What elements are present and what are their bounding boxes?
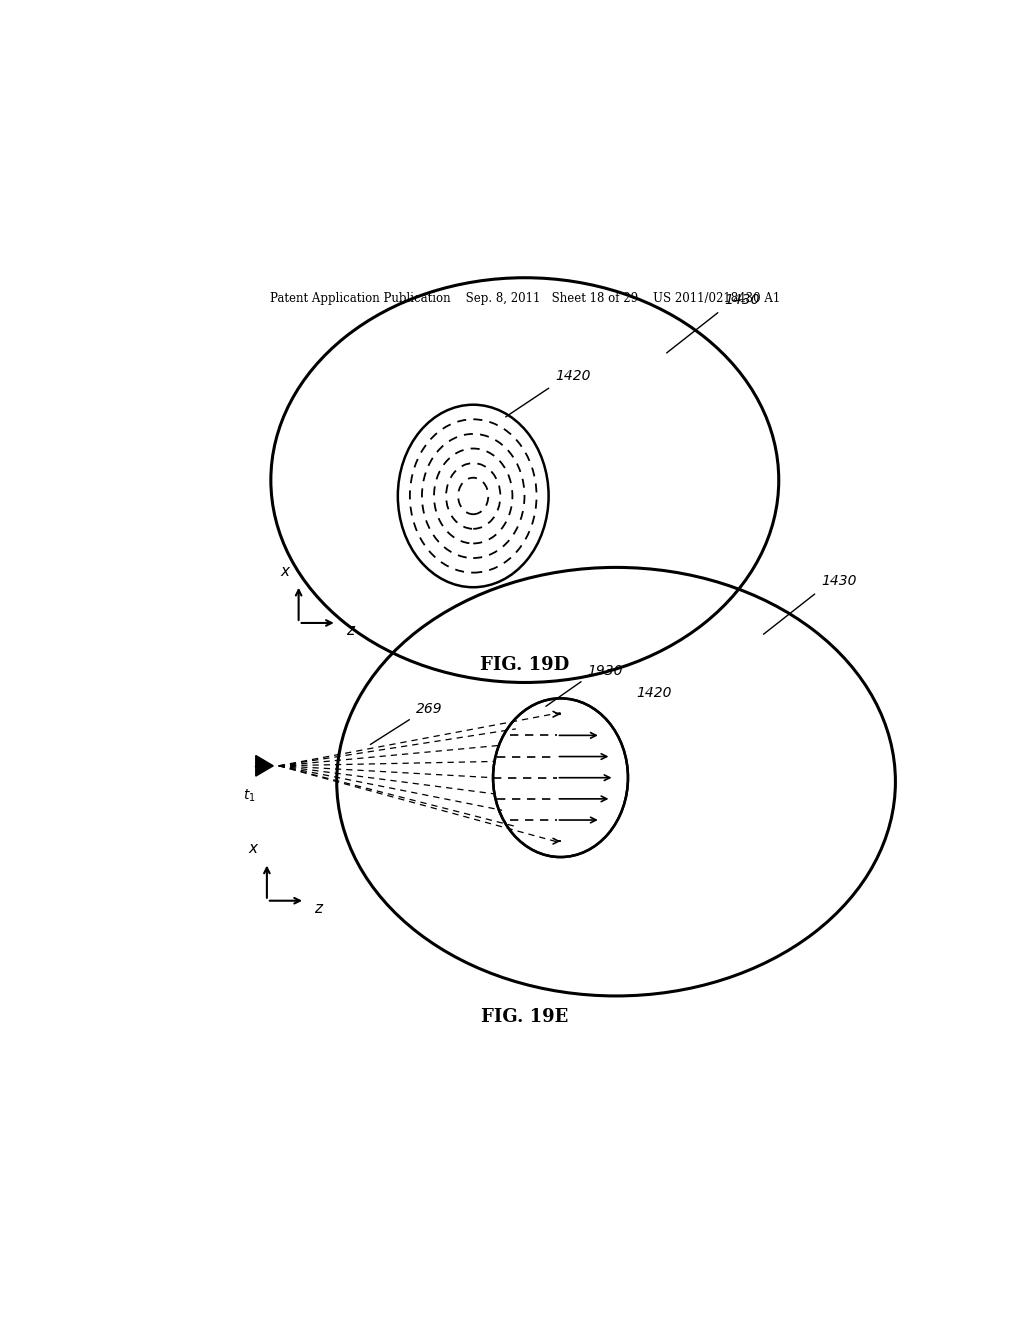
Text: 1420: 1420 (555, 368, 591, 383)
Text: $t_1$: $t_1$ (243, 788, 256, 804)
Text: 1930: 1930 (588, 664, 623, 677)
Ellipse shape (397, 405, 549, 587)
Text: FIG. 19E: FIG. 19E (481, 1008, 568, 1027)
Text: Patent Application Publication    Sep. 8, 2011   Sheet 18 of 29    US 2011/02184: Patent Application Publication Sep. 8, 2… (269, 292, 780, 305)
Text: x: x (249, 841, 258, 857)
Polygon shape (256, 755, 273, 776)
Text: 1430: 1430 (821, 574, 856, 589)
Text: z: z (346, 623, 354, 639)
Text: 1420: 1420 (637, 686, 672, 700)
Text: x: x (281, 564, 290, 578)
Text: 1430: 1430 (724, 293, 760, 308)
Text: z: z (314, 902, 323, 916)
Text: FIG. 19D: FIG. 19D (480, 656, 569, 675)
Ellipse shape (494, 698, 628, 857)
Text: 269: 269 (416, 702, 442, 715)
